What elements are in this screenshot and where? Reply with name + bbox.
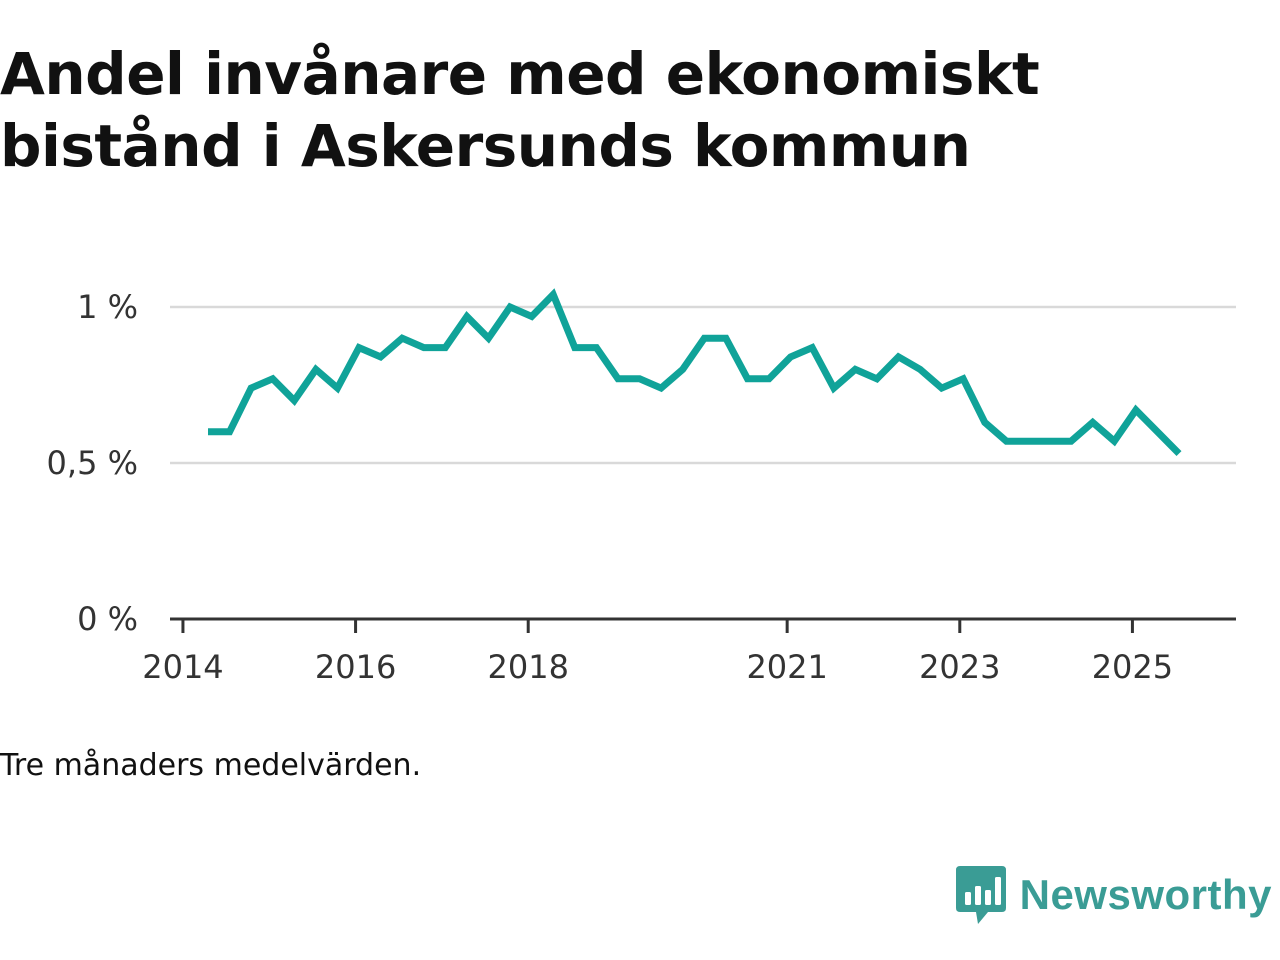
- brand-name: Newsworthy: [1019, 871, 1272, 918]
- x-tick-label: 2016: [315, 648, 396, 686]
- x-tick-label: 2021: [746, 648, 827, 686]
- y-tick-label: 0 %: [77, 600, 138, 638]
- series-layer: [208, 288, 1182, 457]
- x-tick-label: 2023: [919, 648, 1000, 686]
- gridlines: [170, 305, 1236, 465]
- y-tick-label: 0,5 %: [47, 444, 138, 482]
- y-axis-labels: 0 % 0,5 % 1 %: [47, 288, 138, 638]
- x-tick-label: 2018: [487, 648, 568, 686]
- x-tick-label: 2014: [142, 648, 223, 686]
- y-tick-label: 1 %: [77, 288, 138, 326]
- newsworthy-logo-icon: [955, 866, 1006, 924]
- chart-title: Andel invånare med ekonomiskt bistånd i …: [0, 40, 1040, 180]
- x-axis: 2014 2016 2018 2021 2023 2025: [142, 617, 1236, 686]
- x-tick-label: 2025: [1092, 648, 1173, 686]
- series-line: [208, 288, 1182, 457]
- chart-note: Tre månaders medelvärden.: [0, 748, 422, 783]
- brand-logo: Newsworthy: [955, 866, 1272, 924]
